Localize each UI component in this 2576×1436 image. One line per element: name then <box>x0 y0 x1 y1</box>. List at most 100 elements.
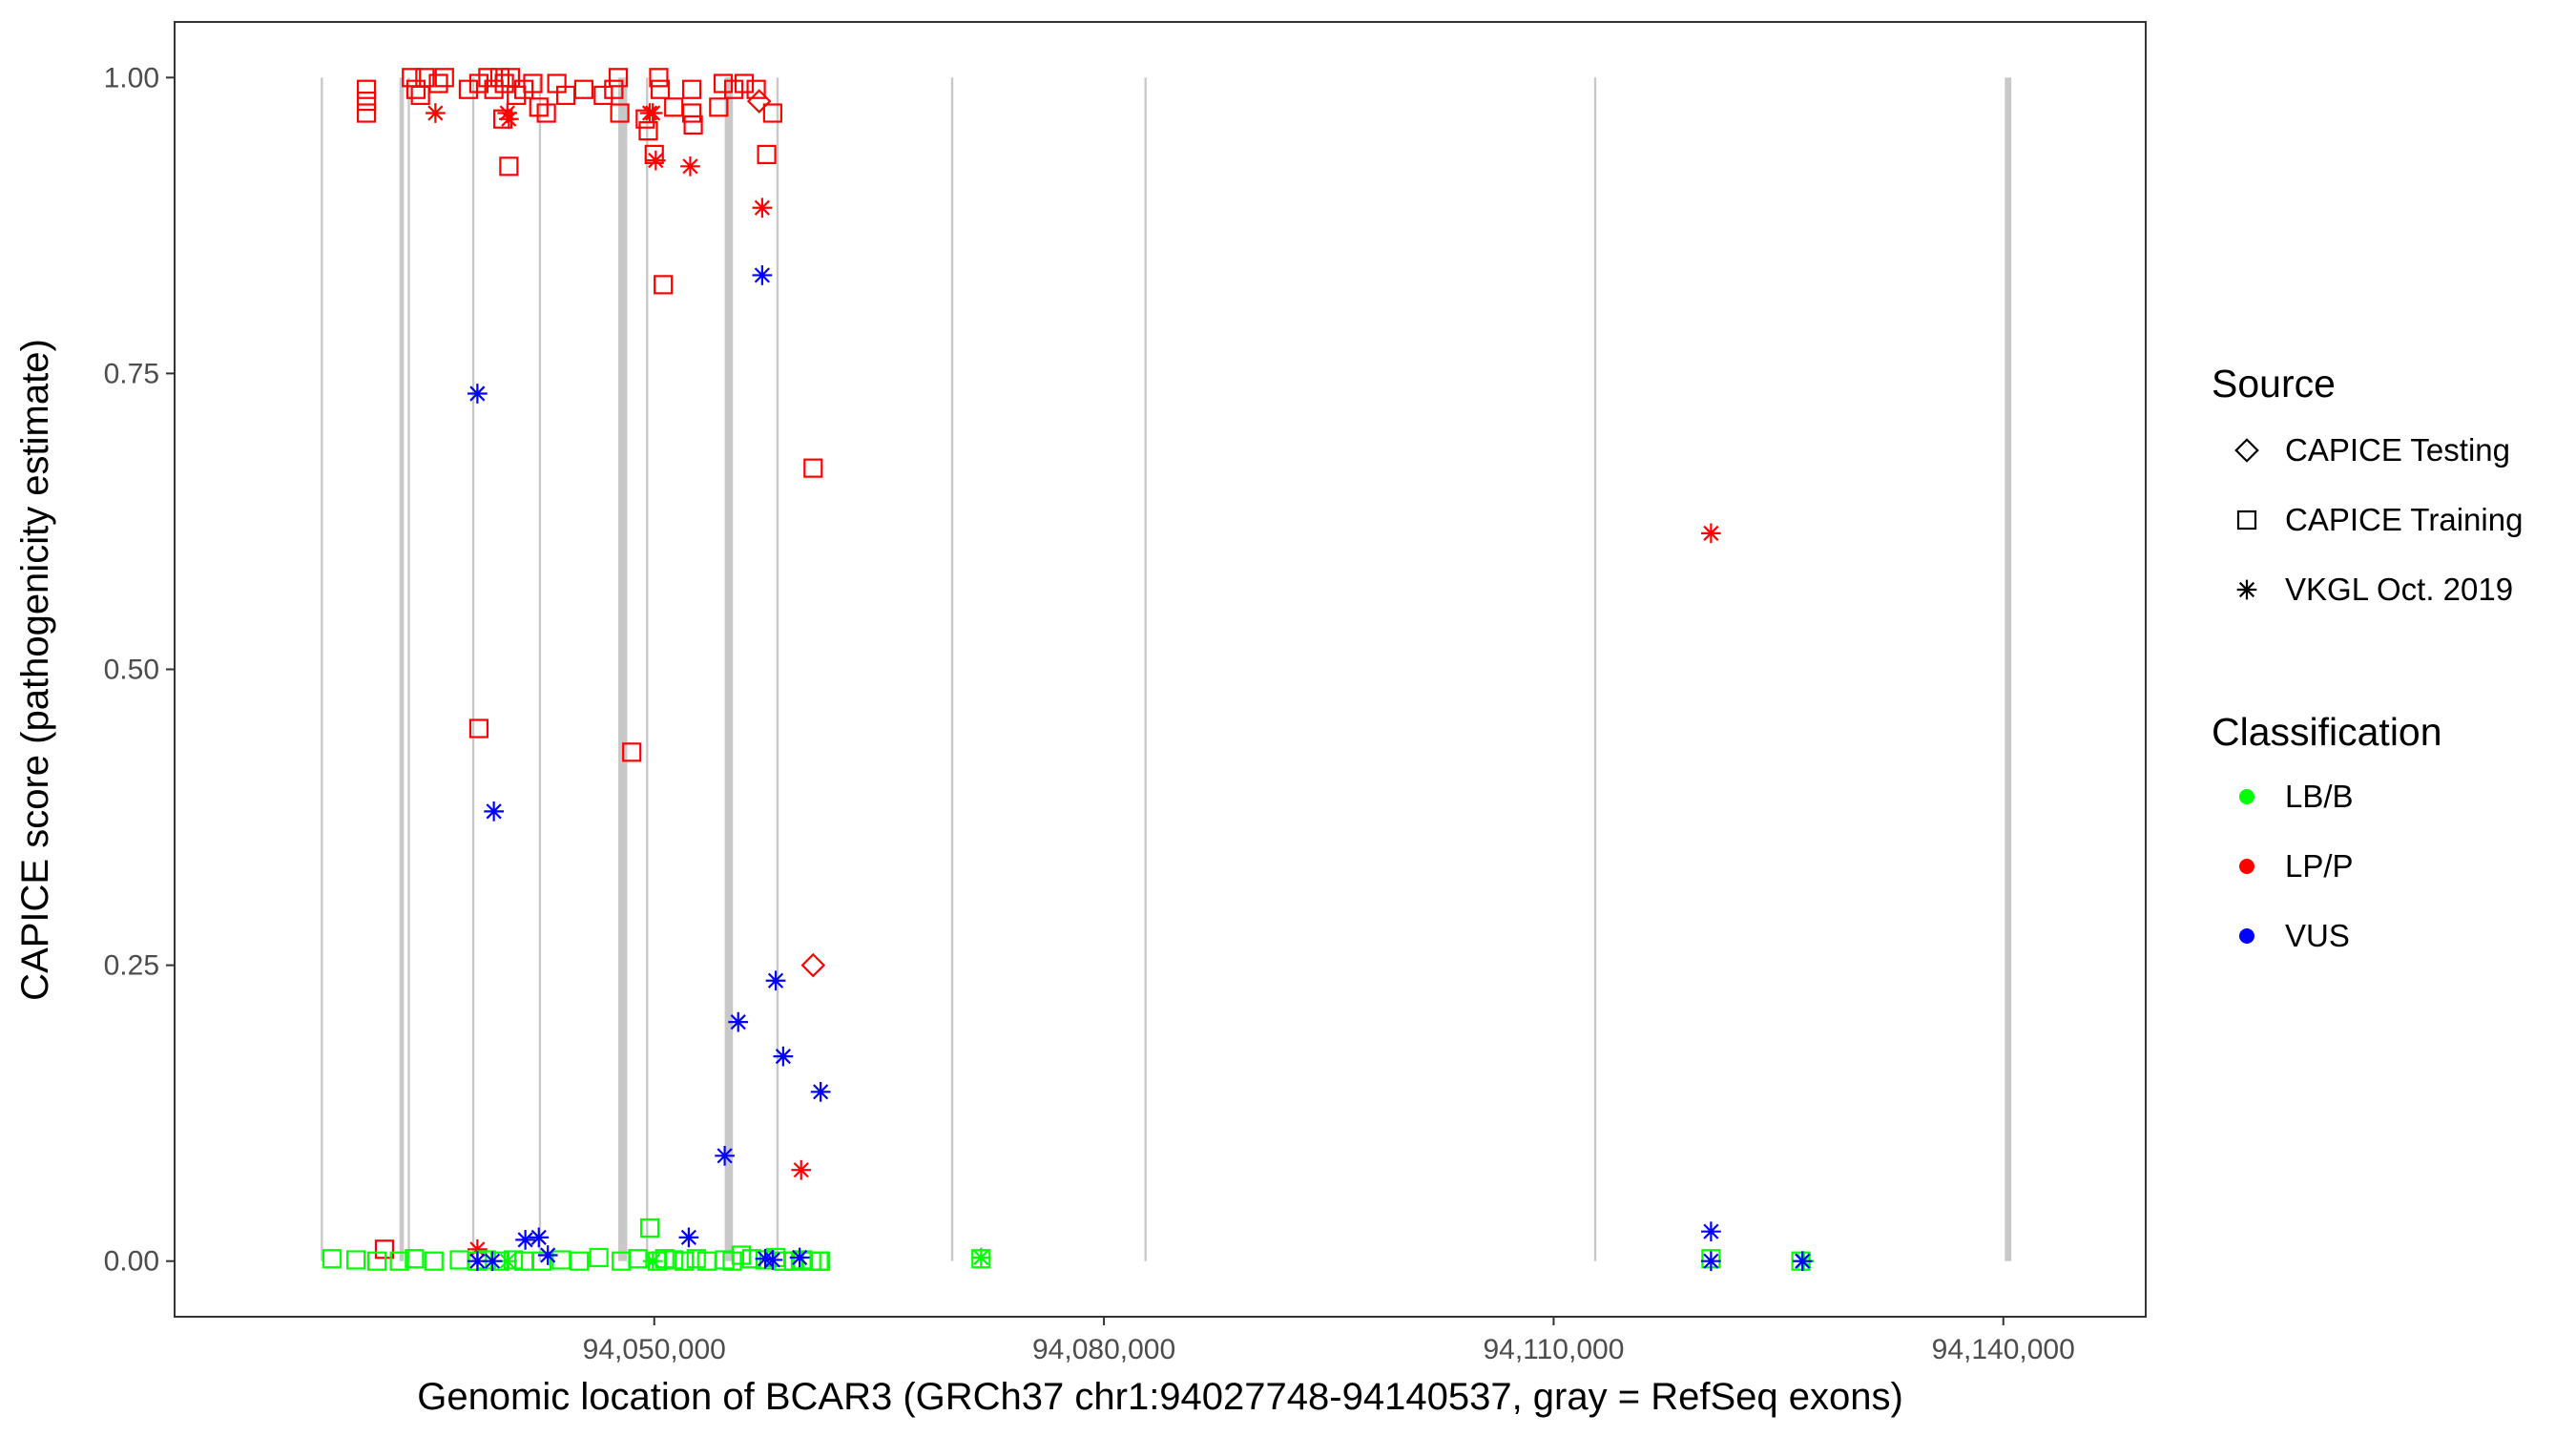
legend-title-source: Source <box>2212 362 2336 406</box>
data-point <box>428 73 448 94</box>
legend-key-diamond <box>2234 438 2259 463</box>
data-point <box>415 68 435 88</box>
data-point <box>482 1251 503 1272</box>
legends: Source CAPICE Testing CAPICE Training VKGL … <box>2212 362 2523 953</box>
data-point <box>531 1251 552 1271</box>
data-point <box>499 156 519 177</box>
exon-band <box>471 77 475 1261</box>
data-point <box>680 156 700 177</box>
data-point <box>499 109 519 130</box>
star-stroke <box>469 385 486 402</box>
legend-label: LP/P <box>2285 848 2354 884</box>
data-point <box>791 1159 812 1180</box>
y-tick-label: 1.00 <box>104 62 159 94</box>
data-point <box>484 801 504 822</box>
data-point <box>675 1251 695 1271</box>
legend-label: CAPICE Training <box>2285 502 2523 537</box>
exon-band <box>776 77 779 1261</box>
exon-bands <box>321 77 2012 1261</box>
data-point <box>405 1249 425 1269</box>
x-tick-label: 94,050,000 <box>583 1334 726 1365</box>
exon-band <box>1144 77 1147 1261</box>
data-point <box>715 1145 735 1166</box>
star-stroke <box>486 803 502 820</box>
data-point <box>357 103 377 123</box>
star-stroke <box>813 1084 829 1100</box>
data-point <box>434 68 454 88</box>
legend-label: LB/B <box>2285 779 2354 814</box>
data-point <box>628 1249 648 1269</box>
star-stroke <box>1703 1253 1719 1269</box>
data-point <box>654 275 674 295</box>
star-stroke <box>1795 1253 1811 1269</box>
data-point <box>731 1245 751 1265</box>
y-tick-label: 0.50 <box>104 655 159 686</box>
data-point <box>529 1227 550 1248</box>
exon-band <box>399 77 405 1261</box>
star-stroke <box>469 1253 486 1269</box>
data-point <box>734 73 755 94</box>
data-point <box>773 1046 794 1067</box>
legend-label: VUS <box>2285 918 2350 953</box>
star-stroke <box>1703 525 1719 541</box>
data-point <box>458 79 479 99</box>
exon-band <box>538 77 542 1261</box>
data-point <box>765 970 786 991</box>
legend-key-dot <box>2239 928 2254 944</box>
star-stroke <box>754 267 770 283</box>
star-stroke <box>730 1014 746 1030</box>
data-point <box>728 1011 749 1032</box>
data-point <box>645 150 666 171</box>
x-tick-label: 94,080,000 <box>1032 1334 1175 1365</box>
legend-label: CAPICE Testing <box>2285 432 2510 468</box>
data-point <box>604 79 624 99</box>
data-point <box>529 97 549 117</box>
data-point <box>709 97 729 117</box>
data-point <box>811 1251 831 1271</box>
star-stroke <box>469 1241 486 1258</box>
data-point <box>803 458 823 478</box>
data-point <box>642 103 663 123</box>
x-tick-label: 94,110,000 <box>1483 1334 1624 1365</box>
x-axis-title: Genomic location of BCAR3 (GRCh37 chr1:9… <box>417 1376 1903 1418</box>
data-point <box>426 103 446 123</box>
legend-key-star <box>2236 579 2257 600</box>
data-point <box>537 1245 558 1265</box>
y-axis-title: CAPICE score (pathogenicity estimate) <box>14 339 56 1001</box>
data-point <box>507 85 527 106</box>
data-point <box>536 103 556 123</box>
data-point <box>762 103 782 123</box>
data-point <box>686 1249 706 1269</box>
star-stroke <box>973 1249 989 1266</box>
data-point <box>970 1247 991 1268</box>
star-stroke <box>645 1253 661 1269</box>
data-points <box>322 68 1815 1272</box>
star-stroke <box>499 1253 515 1269</box>
data-point <box>713 73 734 94</box>
data-point <box>357 79 377 99</box>
star-stroke <box>682 158 698 175</box>
data-point <box>589 1247 609 1268</box>
exon-band <box>646 77 649 1261</box>
data-point <box>346 1250 366 1270</box>
data-point <box>622 742 642 762</box>
star-stroke <box>792 1249 808 1266</box>
data-point <box>573 79 594 99</box>
legend-key-square <box>2236 510 2257 531</box>
data-point <box>389 1251 409 1271</box>
data-point <box>746 79 766 99</box>
data-point <box>681 103 702 123</box>
star-stroke <box>530 1229 547 1245</box>
star-stroke <box>754 199 770 216</box>
exon-band <box>618 77 628 1261</box>
data-point <box>424 1251 444 1271</box>
legend-key-dot <box>2239 789 2254 804</box>
star-stroke <box>757 1251 774 1267</box>
star-stroke <box>2238 581 2255 598</box>
data-point <box>683 114 703 135</box>
data-point <box>757 144 777 165</box>
data-point <box>1701 1251 1721 1272</box>
data-point <box>523 73 543 94</box>
